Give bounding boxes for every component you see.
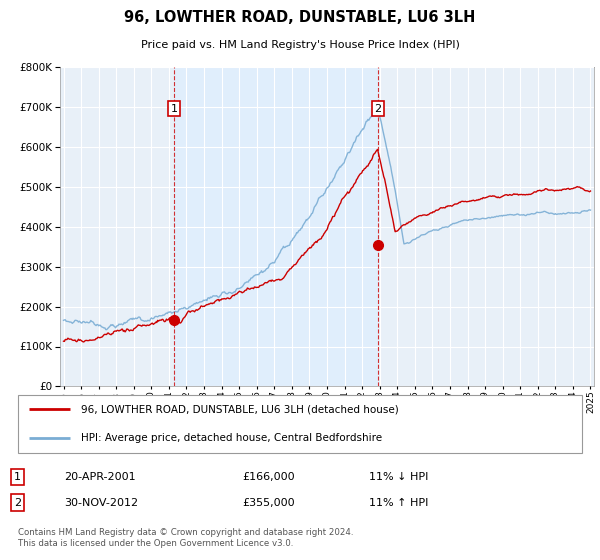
Text: Price paid vs. HM Land Registry's House Price Index (HPI): Price paid vs. HM Land Registry's House … [140,40,460,50]
Bar [174,67,378,386]
Text: £355,000: £355,000 [242,497,295,507]
Text: 96, LOWTHER ROAD, DUNSTABLE, LU6 3LH (detached house): 96, LOWTHER ROAD, DUNSTABLE, LU6 3LH (de… [81,404,399,414]
Text: 20-APR-2001: 20-APR-2001 [64,472,136,482]
Text: 11% ↑ HPI: 11% ↑ HPI [369,497,428,507]
Text: 96, LOWTHER ROAD, DUNSTABLE, LU6 3LH: 96, LOWTHER ROAD, DUNSTABLE, LU6 3LH [124,10,476,25]
Text: £166,000: £166,000 [242,472,295,482]
Text: 1: 1 [170,104,178,114]
FancyBboxPatch shape [18,395,582,453]
Text: HPI: Average price, detached house, Central Bedfordshire: HPI: Average price, detached house, Cent… [81,433,382,444]
Text: 1: 1 [14,472,21,482]
Text: Contains HM Land Registry data © Crown copyright and database right 2024.
This d: Contains HM Land Registry data © Crown c… [18,528,353,548]
Text: 30-NOV-2012: 30-NOV-2012 [64,497,138,507]
Text: 2: 2 [374,104,382,114]
Text: 2: 2 [14,497,22,507]
Text: 11% ↓ HPI: 11% ↓ HPI [369,472,428,482]
